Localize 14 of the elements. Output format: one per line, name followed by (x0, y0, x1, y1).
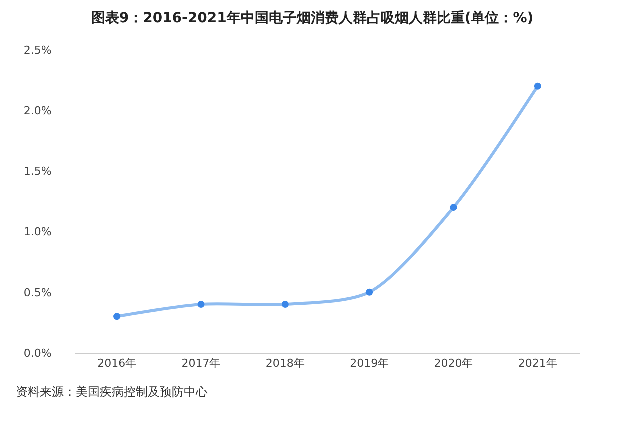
y-tick-label: 0.0% (24, 346, 52, 360)
chart-title: 图表9：2016-2021年中国电子烟消费人群占吸烟人群比重(单位：%) (91, 10, 534, 26)
x-tick-label: 2021年 (518, 357, 558, 370)
text: 资料来源：美国疾病控制及预防中心 (16, 385, 208, 399)
y-tick-label: 1.5% (24, 165, 52, 178)
y-tick-label: 1.0% (24, 226, 52, 239)
x-tick-label: 2017年 (182, 357, 221, 370)
y-tick-label: 0.5% (24, 286, 52, 300)
y-tick-label: 2.5% (24, 44, 52, 57)
y-tick-label: 2.0% (24, 104, 52, 118)
x-tick-label: 2016年 (98, 357, 137, 370)
x-tick-label: 2020年 (434, 357, 474, 370)
x-tick-label: 2019年 (350, 357, 390, 370)
x-tick-label: 2018年 (266, 357, 305, 370)
